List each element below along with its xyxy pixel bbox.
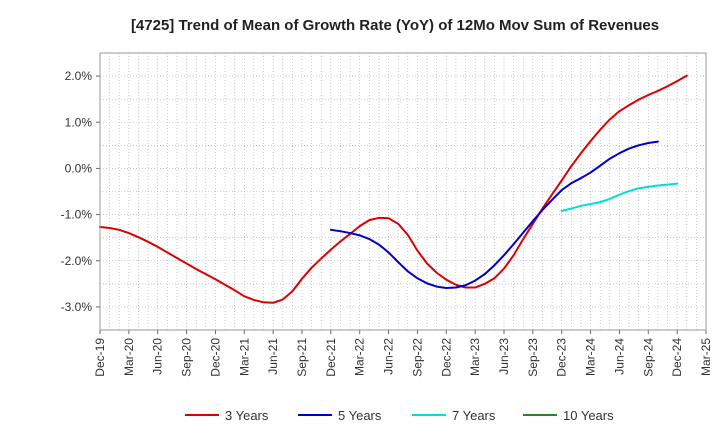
y-tick-label: -2.0% bbox=[61, 254, 93, 268]
x-tick-label: Jun-21 bbox=[266, 338, 280, 375]
legend-label: 3 Years bbox=[225, 408, 269, 423]
legend-label: 5 Years bbox=[338, 408, 382, 423]
series-line-5-years bbox=[329, 140, 659, 289]
x-tick-label: Dec-22 bbox=[439, 338, 453, 377]
x-tick-label: Jun-23 bbox=[497, 338, 511, 375]
y-tick-label: 2.0% bbox=[65, 69, 93, 83]
y-tick-label: -3.0% bbox=[61, 300, 93, 314]
x-tick-label: Dec-23 bbox=[555, 338, 569, 377]
x-tick-label: Sep-20 bbox=[180, 338, 194, 377]
y-tick-label: 1.0% bbox=[65, 115, 93, 129]
grid-layer bbox=[100, 53, 706, 330]
x-tick-label: Sep-22 bbox=[410, 338, 424, 377]
x-tick-label: Dec-20 bbox=[208, 338, 222, 377]
x-tick-label: Mar-24 bbox=[584, 338, 598, 376]
chart-title: [4725] Trend of Mean of Growth Rate (YoY… bbox=[131, 17, 659, 34]
x-tick-label: Mar-23 bbox=[468, 338, 482, 376]
series-line-3-years bbox=[99, 74, 688, 304]
x-tick-label: Sep-24 bbox=[641, 338, 655, 377]
y-axis: 2.0% 1.0% 0.0% -1.0% -2.0% -3.0% bbox=[61, 69, 100, 314]
x-tick-label: Sep-23 bbox=[526, 338, 540, 377]
x-tick-label: Dec-19 bbox=[93, 338, 107, 377]
plot-area-frame bbox=[99, 52, 707, 331]
legend-label: 10 Years bbox=[563, 408, 614, 423]
legend-label: 7 Years bbox=[452, 408, 496, 423]
x-tick-label: Mar-25 bbox=[699, 338, 713, 376]
x-tick-label: Sep-21 bbox=[295, 338, 309, 377]
series-line-7-years bbox=[560, 182, 679, 212]
x-tick-label: Mar-21 bbox=[237, 338, 251, 376]
x-tick-label: Dec-24 bbox=[670, 338, 684, 377]
y-tick-label: -1.0% bbox=[61, 208, 93, 222]
series-layer bbox=[99, 74, 688, 304]
x-axis: Dec-19 Mar-20 Jun-20 Sep-20 Dec-20 Mar-21 Jun-… bbox=[93, 330, 713, 377]
x-tick-label: Jun-24 bbox=[612, 338, 626, 375]
x-tick-label: Jun-22 bbox=[382, 338, 396, 375]
x-tick-label: Dec-21 bbox=[324, 338, 338, 377]
y-tick-label: 0.0% bbox=[65, 161, 93, 175]
x-tick-label: Jun-20 bbox=[151, 338, 165, 375]
x-tick-label: Mar-20 bbox=[122, 338, 136, 376]
x-tick-label: Mar-22 bbox=[353, 338, 367, 376]
legend: 3 Years 5 Years 7 Years 10 Years bbox=[185, 408, 614, 423]
